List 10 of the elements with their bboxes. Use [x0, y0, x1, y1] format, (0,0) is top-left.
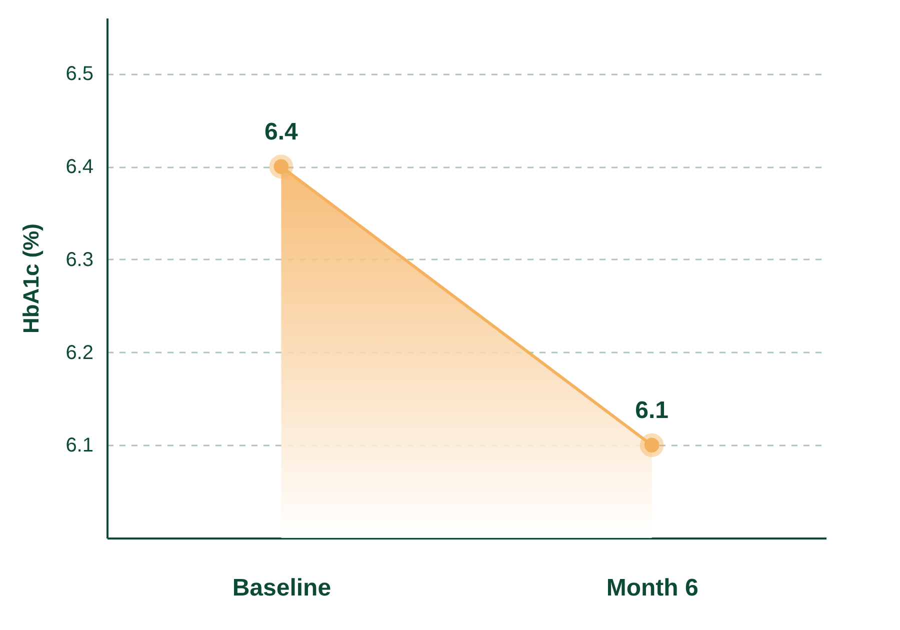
y-tick-label: 6.5 [66, 63, 94, 86]
x-tick-label: Baseline [232, 574, 332, 602]
y-axis-title: HbA1c (%) [18, 223, 44, 334]
data-label: 6.1 [635, 397, 668, 424]
y-tick-label: 6.1 [66, 434, 94, 457]
data-label: 6.4 [264, 118, 299, 146]
y-tick-label: 6.3 [66, 248, 94, 271]
y-tick-label: 6.4 [66, 156, 94, 178]
x-tick-label: Month 6 [606, 574, 698, 602]
y-tick-label: 6.2 [66, 342, 94, 364]
